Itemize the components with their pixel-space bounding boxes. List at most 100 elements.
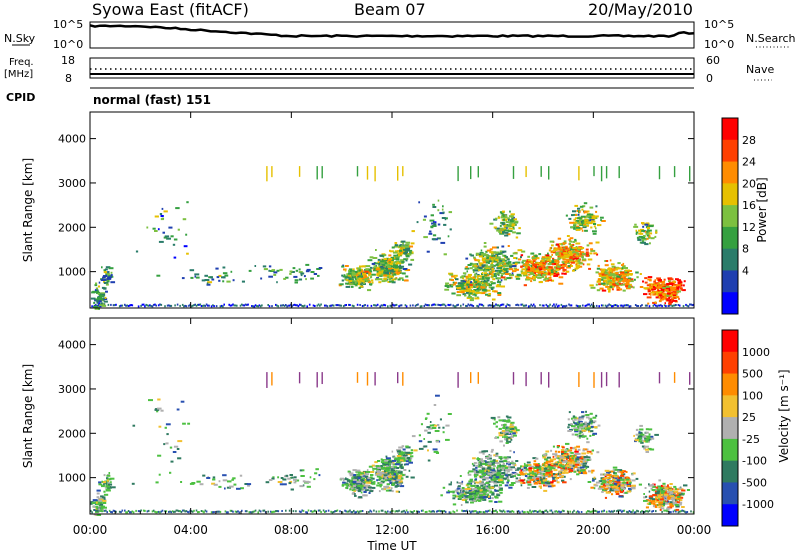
scatter-cell-1384 [492,459,497,462]
scatter-cell-1179 [451,284,454,287]
scatter-cell-1875 [530,267,534,270]
echo-tick-2981 [525,166,527,178]
scatter-cell-970 [405,259,408,262]
scatter-cell-2813 [642,238,647,241]
scatter-cell-302 [597,511,599,514]
scatter-cell-2835 [310,271,315,273]
scatter-cell-1810 [548,468,553,471]
scatter-cell-2764 [682,284,685,287]
scatter-cell-1476 [491,258,494,261]
scatter-cell-1509 [503,262,507,265]
scatter-cell-961 [405,453,411,456]
scatter-cell-1235 [478,499,482,502]
scatter-cell-718 [375,249,377,251]
scatter-cell-955 [400,253,403,256]
scatter-cell-115 [292,304,295,307]
scatter-cell-623 [361,281,364,284]
scatter-cell-25 [132,511,135,514]
scatter-cell-197 [429,510,432,513]
scatter-cell-1912 [567,261,571,264]
scatter-cell-242 [509,304,511,307]
scatter-cell-2413 [595,283,598,286]
scatter-cell-581 [355,283,358,286]
scatter-cell-1582 [512,432,516,435]
scatter-cell-2342 [609,281,613,284]
scatter-cell-2557 [644,277,648,280]
scatter-cell-155 [355,511,358,514]
scatter-cell-98 [253,510,256,513]
echo-tick-2990 [673,166,676,178]
scatter-cell-1335 [489,256,495,259]
scatter-cell-908 [379,471,384,474]
scatter-cell-342 [682,305,685,308]
scatter-cell-39 [157,510,160,513]
scatter-cell-1698 [519,477,521,480]
scatter-cell-278 [575,304,578,307]
scatter-cell-643 [364,270,369,273]
scatter-cell-1214 [469,288,472,291]
scatter-cell-953 [400,465,403,468]
scatter-cell-2265 [584,219,589,222]
scatter-cell-554 [361,277,365,280]
scatter-cell-80 [233,304,235,307]
scatter-cell-2441 [605,260,609,262]
scatter-cell-2248 [592,230,597,233]
scatter-cell-2949 [437,209,440,212]
scatter-cell-279 [577,305,579,308]
scatter-cell-2896 [216,276,220,279]
scatter-cell-769 [391,475,394,478]
scatter-cell-1313 [495,246,500,249]
scatter-cell-203 [447,303,449,306]
scatter-cell-2539 [662,297,667,300]
scatter-cell-1773 [533,480,535,483]
scatter-cell-1700 [533,254,536,257]
scatter-cell-239 [496,511,498,514]
scatter-cell-2136 [567,265,571,268]
scatter-cell-1211 [477,492,483,495]
scatter-cell-175 [398,305,400,308]
scatter-cell-313 [628,305,631,308]
scatter-cell-131 [319,304,321,307]
scatter-cell-1510 [478,267,483,270]
y-tick-label-0-1: 2000 [58,221,86,234]
scatter-cell-2501 [610,273,615,276]
scatter-cell-64 [191,510,194,513]
scatter-cell-99 [254,509,257,512]
scatter-cell-1583 [507,217,510,220]
scatter-cell-21 [131,304,134,307]
scatter-cell-647 [367,486,373,489]
scatter-cell-1986 [580,251,585,254]
scatter-cell-1184 [460,291,465,294]
scatter-cell-1590 [509,427,515,430]
scatter-cell-376 [100,505,106,508]
scatter-cell-1556 [496,229,502,232]
scatter-cell-977 [404,456,407,459]
scatter-cell-2255 [588,216,592,219]
scatter-cell-1582 [510,219,515,222]
scatter-cell-1767 [523,264,528,267]
scatter-cell-1789 [529,465,535,468]
scatter-cell-273 [564,305,566,308]
scatter-cell-693 [381,280,386,283]
scatter-cell-1801 [526,473,531,476]
scatter-cell-401 [98,294,103,297]
scatter-cell-2430 [599,278,604,281]
scatter-cell-1016 [479,281,483,283]
beam-title: Beam 07 [354,0,426,19]
scatter-cell-325 [632,509,634,512]
scatter-cell-1439 [476,275,482,278]
scatter-cell-835 [375,268,380,271]
scatter-cell-2225 [595,205,598,208]
scatter-cell-55 [180,511,183,513]
y-tick-label-0-3: 4000 [58,133,86,146]
scatter-cell-822 [376,266,380,269]
scatter-cell-2462 [639,273,642,275]
scatter-cell-1569 [493,418,496,421]
scatter-cell-1748 [526,486,530,489]
scatter-cell-2467 [618,282,622,285]
scatter-cell-598 [341,483,344,486]
scatter-cell-597 [351,480,354,483]
scatter-cell-894 [391,469,396,472]
scatter-cell-209 [448,511,451,514]
scatter-cell-513 [364,489,369,492]
